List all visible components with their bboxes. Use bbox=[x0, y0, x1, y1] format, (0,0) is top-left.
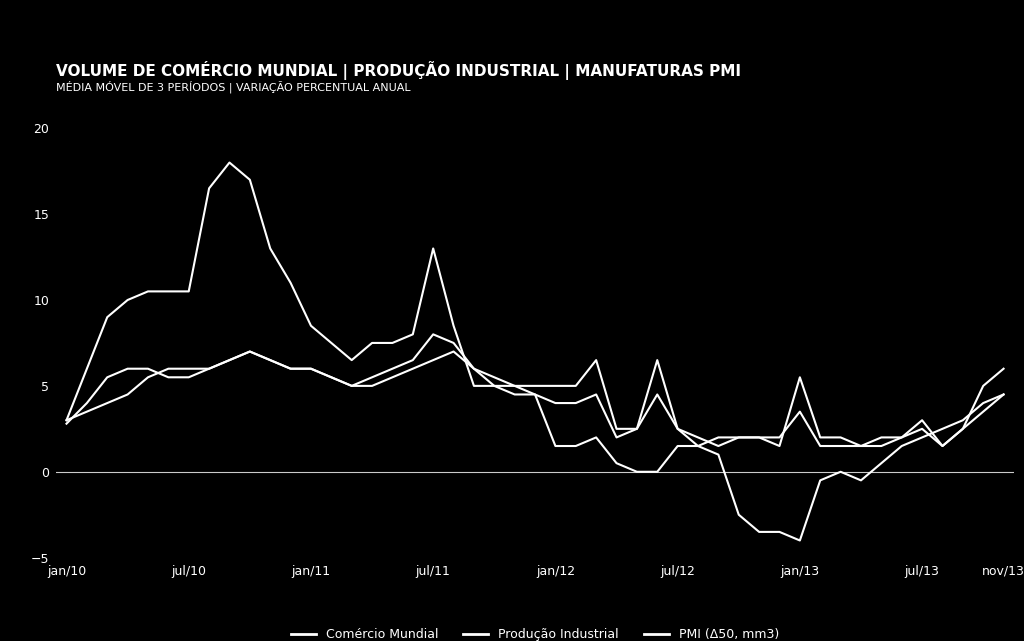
Text: MÉDIA MÓVEL DE 3 PERÍODOS | VARIAÇÃO PERCENTUAL ANUAL: MÉDIA MÓVEL DE 3 PERÍODOS | VARIAÇÃO PER… bbox=[56, 80, 411, 93]
Text: VOLUME DE COMÉRCIO MUNDIAL | PRODUÇÃO INDUSTRIAL | MANUFATURAS PMI: VOLUME DE COMÉRCIO MUNDIAL | PRODUÇÃO IN… bbox=[56, 61, 741, 80]
Legend: Comércio Mundial, Produção Industrial, PMI (Δ50, mm3): Comércio Mundial, Produção Industrial, P… bbox=[286, 623, 784, 641]
